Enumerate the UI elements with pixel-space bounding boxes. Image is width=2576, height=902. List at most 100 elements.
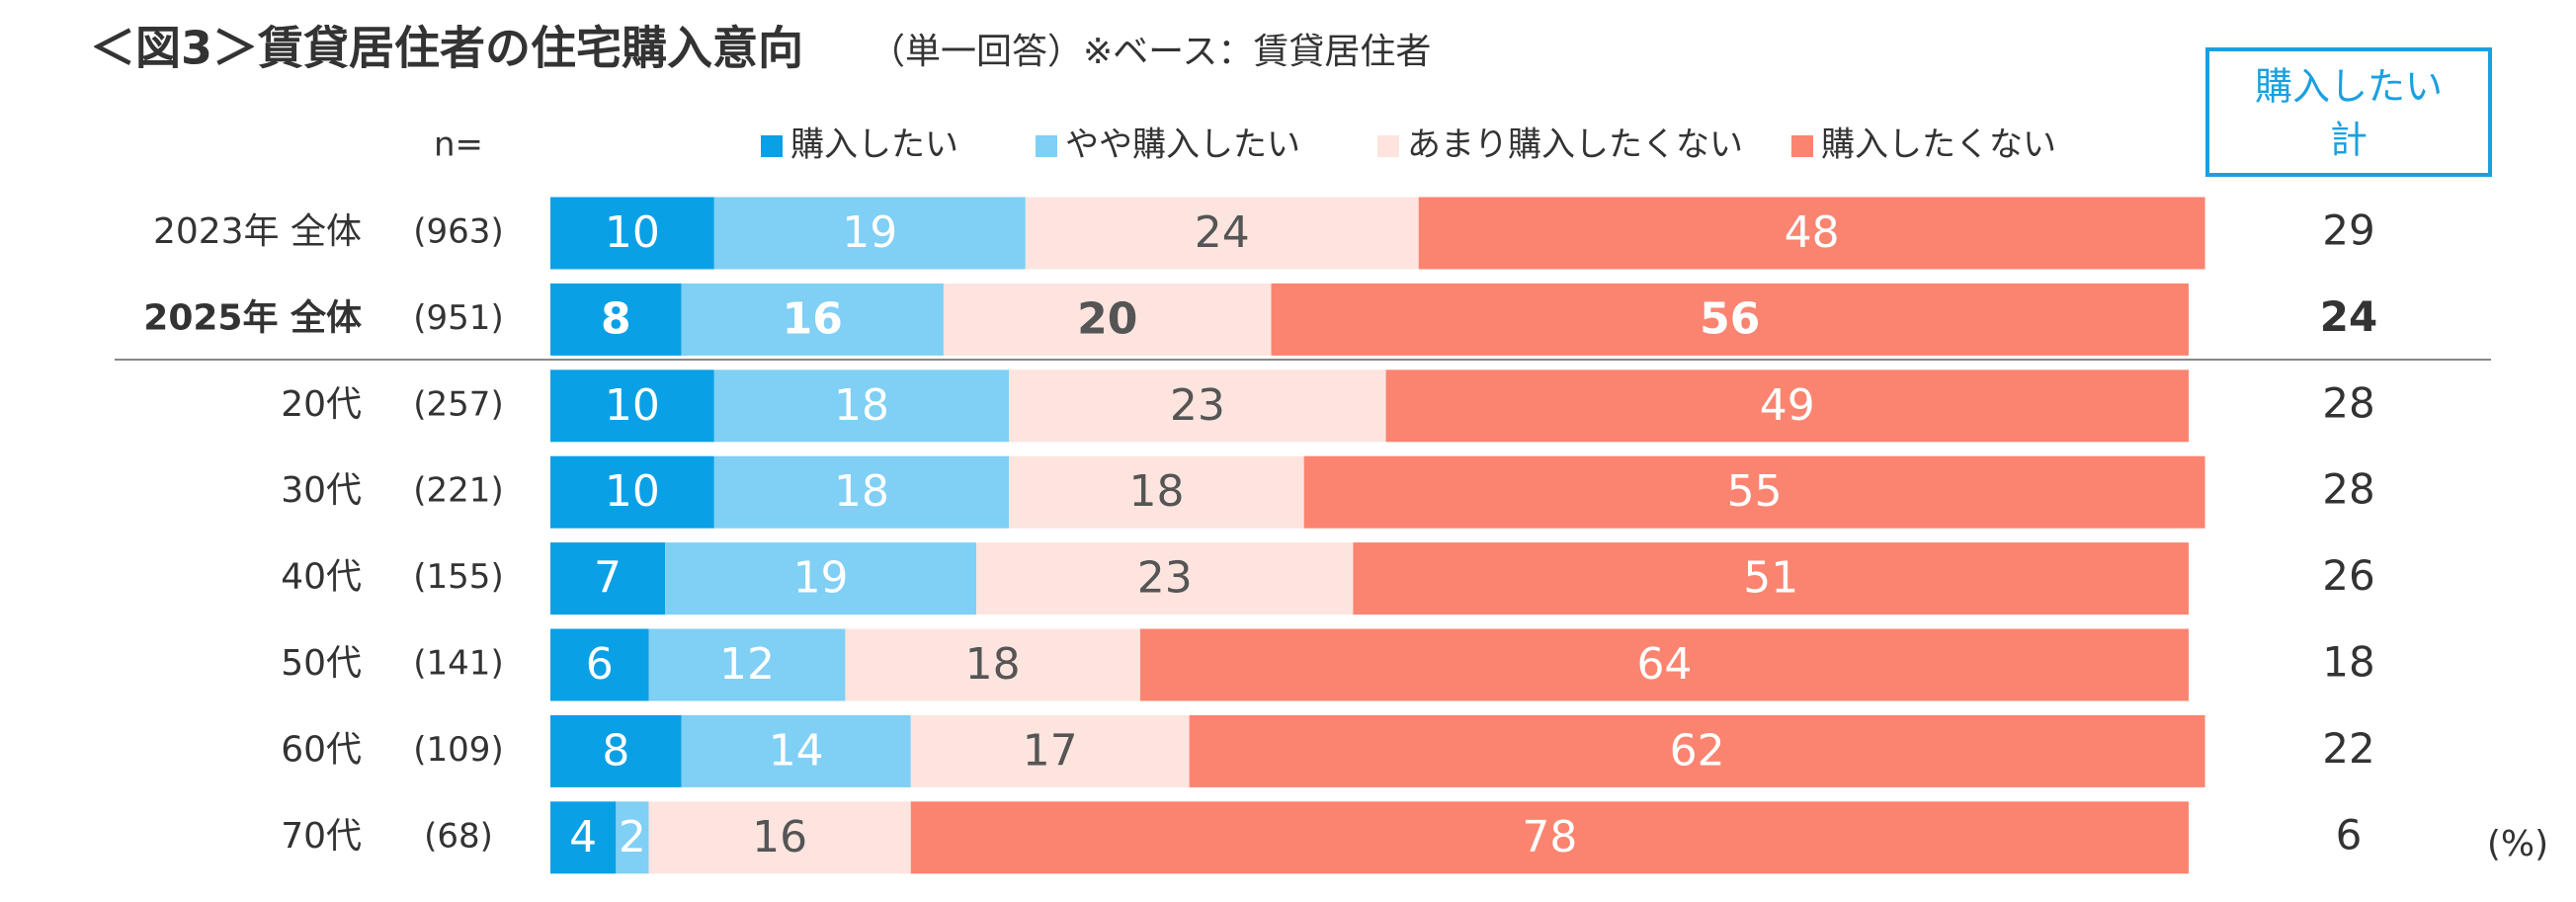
- legend-label: 購入したくない: [1821, 125, 2056, 165]
- bar-segment: [1385, 369, 2189, 443]
- total-label: 29: [2322, 206, 2374, 255]
- category-label: 30代: [281, 470, 362, 511]
- value-label: 62: [1670, 725, 1725, 776]
- value-label: 18: [1128, 466, 1184, 517]
- total-label: 18: [2322, 638, 2374, 687]
- bar-segment: [550, 455, 714, 529]
- bar-segment: [550, 283, 682, 356]
- bar-segment: [550, 542, 666, 615]
- value-label: 18: [834, 466, 889, 517]
- total-label: 28: [2322, 465, 2374, 514]
- n-label: (68): [424, 816, 493, 856]
- value-label: 14: [769, 725, 824, 776]
- value-label: 64: [1636, 639, 1692, 690]
- bar-segment: [648, 801, 911, 874]
- bar-segment: [713, 197, 1026, 270]
- legend-label: あまり購入したくない: [1407, 125, 1743, 165]
- category-label: 2025年 全体: [143, 296, 362, 338]
- value-label: 51: [1743, 553, 1798, 604]
- bar-segment: [1189, 714, 2205, 787]
- value-label: 10: [605, 466, 660, 517]
- bar-segment: [550, 628, 649, 701]
- value-label: 7: [594, 553, 622, 604]
- value-label: 8: [601, 293, 631, 344]
- value-label: 55: [1727, 466, 1783, 517]
- total-label: 28: [2322, 378, 2374, 427]
- legend-label: 購入したい: [790, 125, 958, 165]
- total-header: 購入したい: [2255, 65, 2443, 109]
- bar-segment: [681, 714, 911, 787]
- value-label: 10: [605, 380, 660, 431]
- unit-label: (%): [2487, 824, 2548, 864]
- bar-segment: [910, 801, 2189, 874]
- value-label: 19: [793, 553, 849, 604]
- bar-segment: [550, 801, 617, 874]
- n-label: (141): [413, 644, 503, 684]
- value-label: 23: [1170, 380, 1225, 431]
- bar-segment: [713, 455, 1010, 529]
- value-label: 20: [1077, 293, 1137, 344]
- bar-segment: [616, 801, 649, 874]
- value-label: 2: [619, 812, 646, 862]
- legend-swatch: [1791, 135, 1813, 157]
- bar-segment: [550, 714, 682, 787]
- value-label: 10: [605, 207, 660, 258]
- value-label: 12: [719, 639, 775, 690]
- bar-segment: [1025, 197, 1419, 270]
- bar-segment: [1303, 455, 2205, 529]
- value-label: 4: [569, 812, 597, 862]
- value-label: 19: [842, 207, 897, 258]
- legend-label: やや購入したい: [1065, 125, 1300, 165]
- value-label: 56: [1700, 293, 1760, 344]
- bar-segment: [1009, 369, 1386, 443]
- n-label: (155): [413, 557, 503, 597]
- chart-title: ＜図3＞賃貸居住者の住宅購入意向: [90, 22, 803, 75]
- total-label: 26: [2322, 551, 2374, 600]
- n-label: (963): [413, 212, 503, 252]
- n-label: (221): [413, 471, 503, 511]
- value-label: 24: [1195, 207, 1250, 258]
- legend-swatch: [1377, 135, 1399, 157]
- category-label: 20代: [281, 384, 362, 425]
- value-label: 18: [834, 380, 889, 431]
- legend-swatch: [1036, 135, 1057, 157]
- bar-segment: [550, 369, 714, 443]
- bar-segment: [681, 283, 944, 356]
- bar-segment: [713, 369, 1010, 443]
- bar-segment: [550, 197, 714, 270]
- bar-segment: [648, 628, 846, 701]
- total-label: 22: [2322, 724, 2374, 773]
- value-label: 16: [752, 812, 807, 862]
- value-label: 8: [602, 725, 629, 776]
- bar-segment: [1271, 283, 2189, 356]
- bar-segment: [1418, 197, 2205, 270]
- value-label: 17: [1023, 725, 1078, 776]
- bar-segment: [910, 714, 1190, 787]
- total-label: 24: [2320, 292, 2377, 341]
- bar-segment: [943, 283, 1272, 356]
- category-label: 50代: [281, 643, 362, 684]
- value-label: 48: [1785, 207, 1840, 258]
- value-label: 49: [1760, 380, 1815, 431]
- bar-segment: [665, 542, 977, 615]
- total-header-box: [2205, 47, 2492, 177]
- legend-swatch: [761, 135, 783, 157]
- n-label: (257): [413, 384, 503, 424]
- bar-segment: [1353, 542, 2189, 615]
- category-label: 60代: [281, 729, 362, 770]
- n-label: (109): [413, 730, 503, 770]
- category-label: 70代: [281, 816, 362, 857]
- bar-segment: [1009, 455, 1304, 529]
- category-label: 2023年 全体: [153, 211, 362, 252]
- value-label: 23: [1137, 553, 1193, 604]
- n-label: (951): [413, 298, 503, 338]
- bar-segment: [1139, 628, 2189, 701]
- value-label: 6: [586, 639, 614, 690]
- value-label: 18: [965, 639, 1021, 690]
- bar-segment: [845, 628, 1140, 701]
- total-header: 計: [2330, 119, 2368, 162]
- value-label: 16: [783, 293, 843, 344]
- chart-subtitle: （単一回答）※ベース：賃貸居住者: [870, 32, 1431, 72]
- n-header: n=: [434, 125, 483, 165]
